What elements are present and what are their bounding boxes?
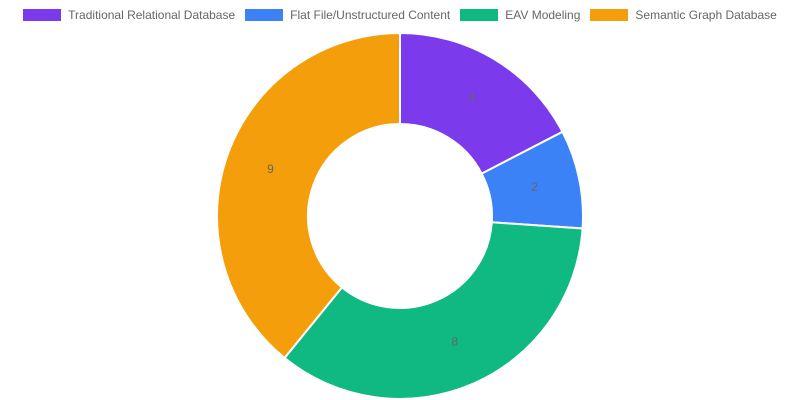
- slice-value-label: 2: [531, 180, 538, 194]
- legend-swatch: [23, 9, 62, 21]
- chart-legend: Traditional Relational Database Flat Fil…: [0, 8, 800, 22]
- legend-item-semantic-graph-database[interactable]: Semantic Graph Database: [590, 8, 777, 22]
- legend-item-flat-file-unstructured-content[interactable]: Flat File/Unstructured Content: [245, 8, 450, 22]
- legend-label: EAV Modeling: [505, 8, 581, 22]
- slice-value-label: 8: [451, 334, 458, 348]
- doughnut-slice-semantic-graph-database[interactable]: [216, 31, 401, 360]
- legend-label: Flat File/Unstructured Content: [290, 8, 451, 22]
- chart-slices: [216, 31, 584, 400]
- legend-label: Semantic Graph Database: [635, 8, 777, 22]
- legend-swatch: [590, 9, 629, 21]
- doughnut-slice-eav-modeling[interactable]: [283, 221, 584, 400]
- legend-label: Traditional Relational Database: [68, 8, 236, 22]
- slice-value-label: 9: [267, 162, 274, 176]
- doughnut-slice-traditional-relational-database[interactable]: [399, 31, 564, 176]
- slice-value-label: 4: [468, 91, 475, 105]
- legend-swatch: [245, 9, 284, 21]
- legend-item-traditional-relational-database[interactable]: Traditional Relational Database: [23, 8, 235, 22]
- legend-item-eav-modeling[interactable]: EAV Modeling: [460, 8, 580, 22]
- legend-swatch: [460, 9, 499, 21]
- chart-data-labels: 4 2 8 9: [267, 91, 538, 349]
